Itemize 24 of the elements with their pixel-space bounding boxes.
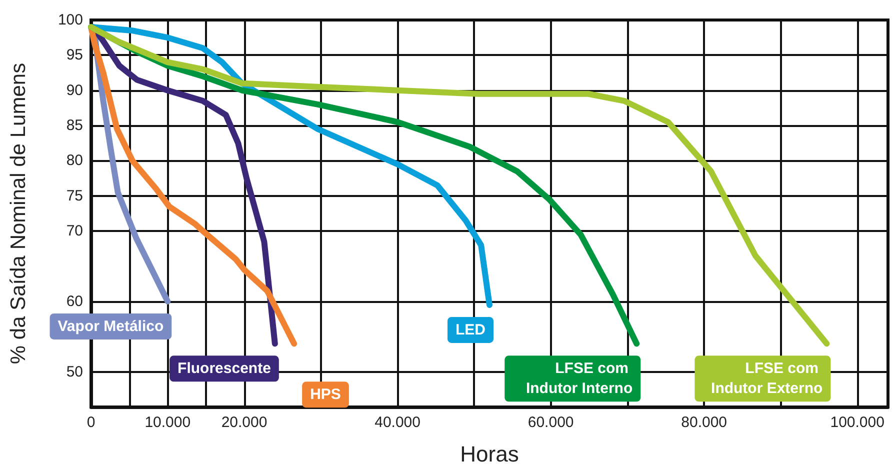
y-axis-title: % da Saída Nominal de Lumens — [7, 62, 30, 364]
x-tick-label: 100.000 — [830, 414, 884, 431]
x-tick-label: 80.000 — [681, 414, 728, 431]
y-tick-label: 95 — [66, 46, 83, 64]
x-tick-label: 10.000 — [144, 414, 191, 431]
y-tick-label: 70 — [66, 222, 83, 240]
y-tick-label: 60 — [66, 292, 83, 310]
series-label: Fluorescente — [178, 360, 271, 378]
series-label: Vapor Metálico — [58, 318, 164, 335]
series-label: LED — [456, 321, 486, 338]
y-tick-label: 85 — [66, 117, 83, 134]
x-tick-label: 0 — [86, 414, 96, 431]
x-tick-label: 20.000 — [221, 414, 268, 431]
series-label: LFSE com Indutor Externo — [711, 360, 823, 398]
y-tick-label: 100 — [58, 12, 83, 28]
text: HPS — [310, 386, 341, 404]
y-tick-label: 80 — [66, 152, 83, 170]
y-tick-label: 75 — [66, 187, 83, 204]
y-tick-label: 90 — [66, 82, 83, 99]
x-tick-label: 40.000 — [374, 414, 420, 431]
y-tick-label: 50 — [66, 363, 83, 380]
x-axis-title: Horas — [460, 442, 519, 466]
x-tick-label: 60.000 — [528, 414, 574, 431]
series-label: LFSE com Indutor Interno — [526, 360, 633, 398]
